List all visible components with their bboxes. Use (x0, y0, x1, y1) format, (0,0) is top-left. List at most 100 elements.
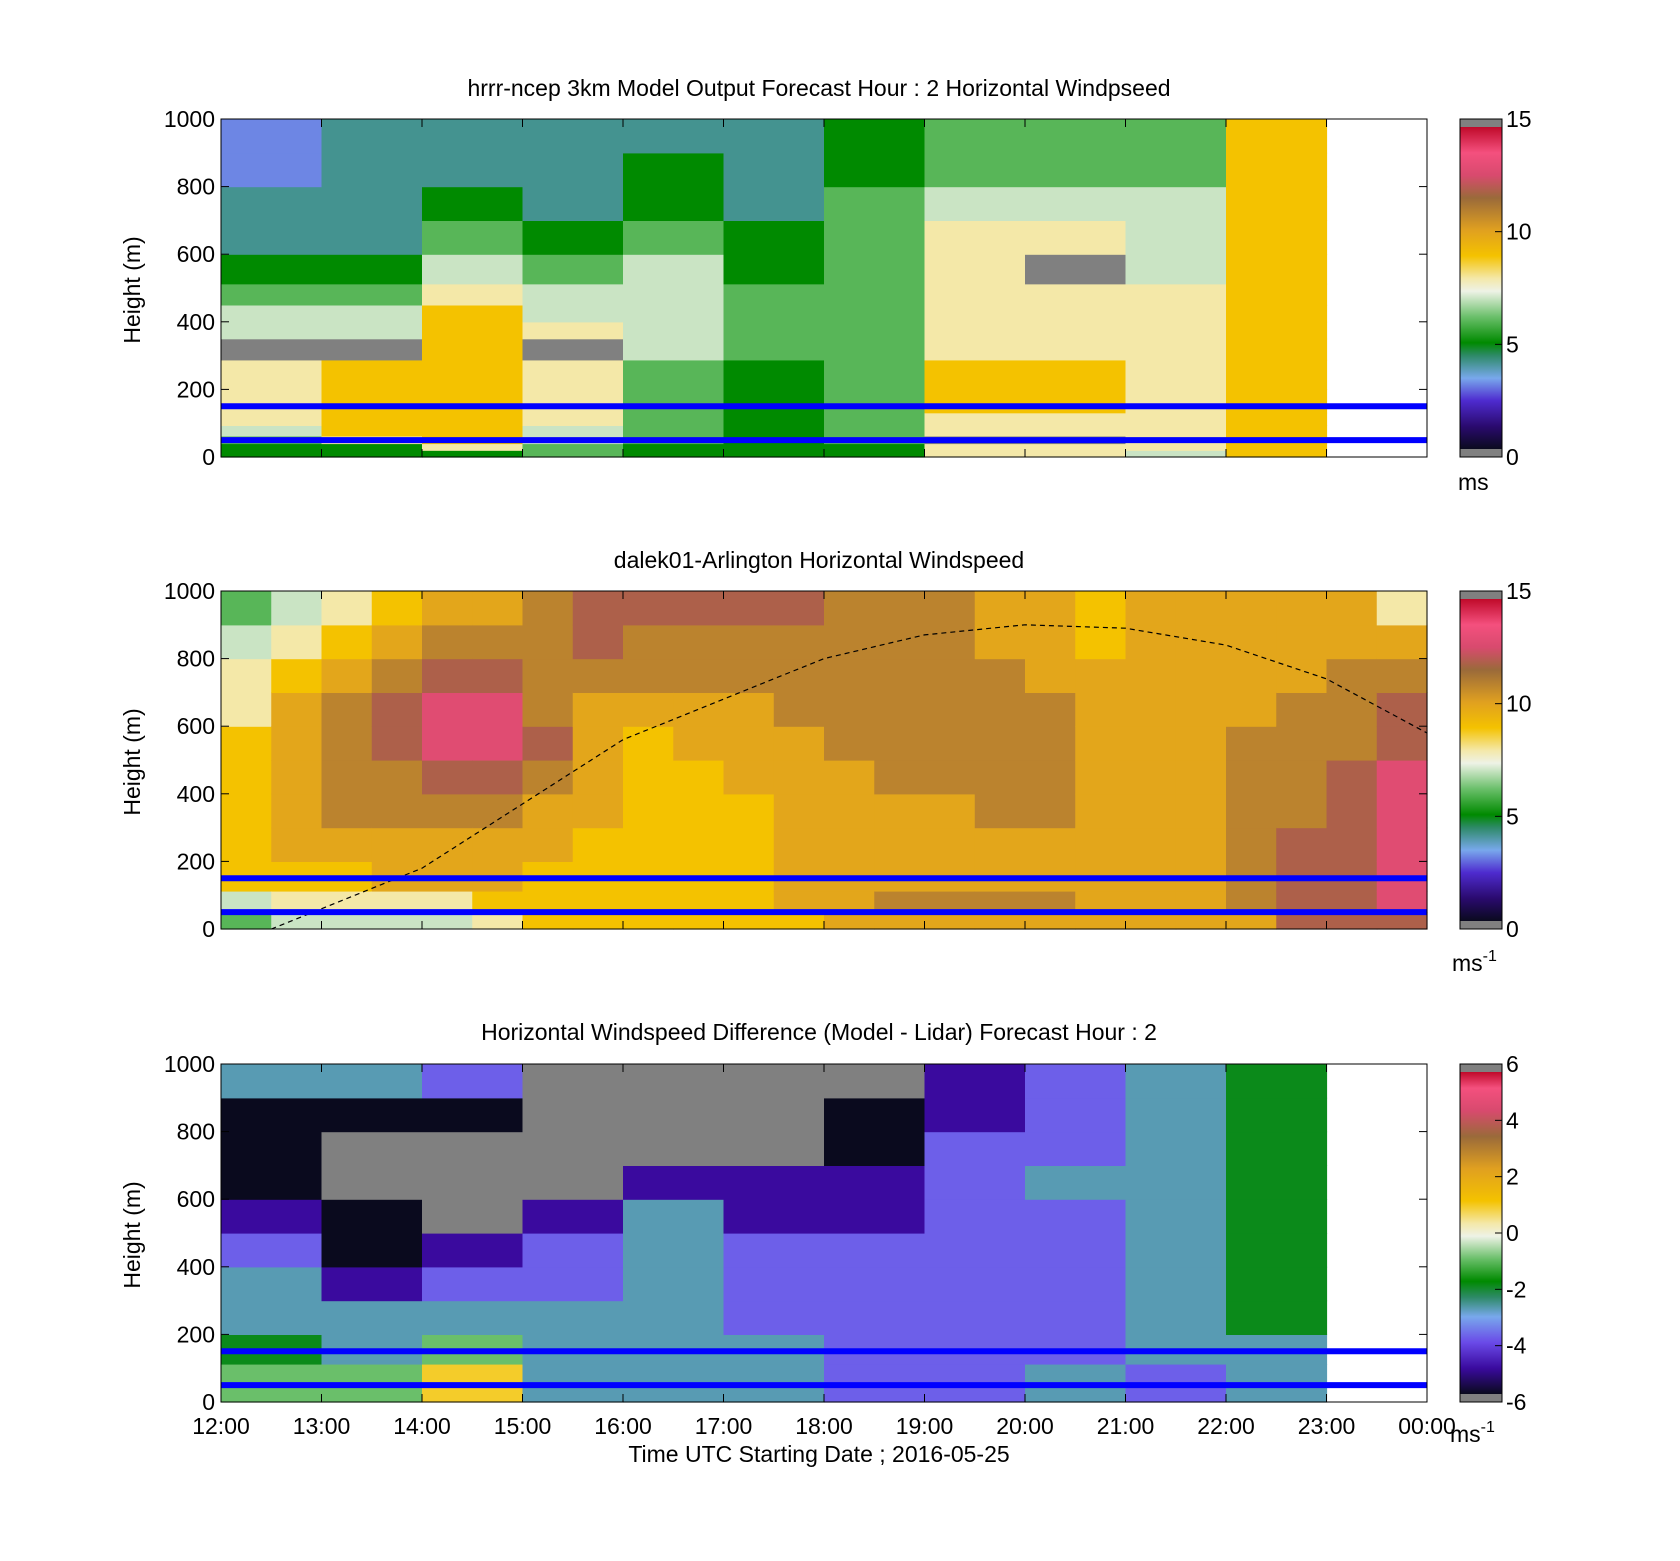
heatmap-cell (623, 412, 725, 426)
heatmap-cell (1175, 726, 1227, 761)
heatmap-cell (221, 1165, 323, 1200)
heatmap-cell (824, 119, 926, 154)
heatmap-cell (221, 760, 272, 795)
heatmap-cell (1025, 726, 1076, 761)
heatmap-cell (522, 389, 624, 414)
heatmap-cell (321, 760, 373, 795)
heatmap-cell (1025, 119, 1127, 154)
heatmap-cell (1226, 304, 1328, 323)
heatmap-cell (321, 692, 373, 727)
heatmap-cell (221, 827, 272, 862)
heatmap-cell (371, 658, 423, 693)
heatmap-cell (371, 591, 423, 626)
heatmap-cell (723, 425, 825, 437)
heatmap-cell (1276, 624, 1328, 660)
heatmap-cell (221, 658, 272, 693)
heatmap-cell (1125, 1300, 1227, 1335)
heatmap-cell (623, 254, 725, 285)
heatmap-cell (522, 726, 574, 761)
heatmap-cell (924, 726, 976, 761)
heatmap-cell (874, 658, 926, 693)
heatmap-cell (572, 591, 624, 626)
colorbar-unit-lidar-base: ms (1452, 950, 1483, 976)
heatmap-cell (1125, 220, 1227, 255)
heatmap-cell (824, 793, 875, 829)
heatmap-cell (924, 425, 1026, 437)
heatmap-cell (472, 827, 524, 862)
heatmap-cell (1125, 304, 1227, 323)
heatmap-cell (522, 254, 624, 285)
heatmap-cell (221, 692, 272, 727)
heatmap-cell (321, 890, 373, 913)
heatmap-cell (422, 1064, 524, 1099)
heatmap-cell (824, 760, 875, 795)
heatmap-cell (422, 624, 473, 660)
heatmap-cell (1376, 793, 1428, 829)
heatmap-cell (321, 827, 373, 862)
heatmap-cell (522, 890, 574, 913)
heatmap-cell (522, 793, 574, 829)
heatmap-cell (321, 359, 423, 390)
colorbar-tick-label: 6 (1506, 1051, 1519, 1077)
heatmap-cell (924, 692, 976, 727)
heatmap-cell (522, 220, 624, 255)
colorbar-unit-model: ms (1458, 469, 1489, 495)
heatmap-cell (1025, 283, 1127, 306)
heatmap-cell (1025, 152, 1127, 188)
heatmap-cell (1226, 254, 1328, 285)
y-axis-label-diff: Height (m) (119, 1181, 145, 1288)
heatmap-cell (321, 443, 423, 451)
heatmap-cell (422, 283, 524, 306)
heatmap-cell (824, 186, 926, 221)
colorbar-tick-label: 0 (1506, 1220, 1519, 1246)
x-tick-label: 23:00 (1298, 1413, 1356, 1439)
heatmap-cell (522, 658, 574, 693)
heatmap-cell (321, 220, 423, 255)
heatmap-cell (1025, 359, 1127, 390)
heatmap-cell (874, 726, 926, 761)
heatmap-cell (221, 1385, 323, 1403)
heatmap-cell (723, 760, 775, 795)
heatmap-cell (1326, 658, 1378, 693)
colorbar-overflow-cap (1460, 119, 1502, 127)
x-tick-label: 00:00 (1398, 1413, 1456, 1439)
heatmap-cell (321, 1385, 423, 1403)
y-tick-label: 200 (177, 1321, 215, 1347)
heatmap-cell (1175, 827, 1227, 862)
heatmap-cell (924, 220, 1026, 255)
heatmap-cell (1025, 304, 1127, 323)
heatmap-cell (472, 658, 524, 693)
heatmap-cell (1125, 152, 1227, 188)
colorbar-overflow-cap (1460, 591, 1502, 599)
heatmap-cell (221, 412, 323, 426)
x-tick-label: 14:00 (393, 1413, 451, 1439)
heatmap-cell (371, 912, 423, 930)
heatmap-cell (572, 692, 624, 727)
heatmap-cell (1326, 624, 1378, 660)
heatmap-cell (723, 389, 825, 414)
heatmap-cell (623, 1199, 725, 1234)
heatmap-cell (824, 412, 926, 426)
y-axis-label-model: Height (m) (119, 236, 145, 343)
heatmap-cell (422, 1385, 524, 1403)
heatmap-cell (1125, 425, 1227, 437)
heatmap-cell (422, 912, 473, 930)
heatmap-cell (572, 624, 624, 660)
heatmap-cell (321, 591, 373, 626)
heatmap-cell (773, 591, 825, 626)
heatmap-cell (522, 152, 624, 188)
heatmap-cell (1226, 1165, 1328, 1200)
heatmap-cell (221, 304, 323, 323)
heatmap-cell (824, 591, 875, 626)
heatmap-cell (623, 1233, 725, 1268)
heatmap-cell (1125, 338, 1227, 361)
heatmap-cell (1025, 186, 1127, 221)
heatmap-cell (371, 624, 423, 660)
x-tick-label: 19:00 (896, 1413, 954, 1439)
heatmap-cell (1276, 912, 1328, 930)
heatmap-cell (221, 1233, 323, 1268)
heatmap-cell (673, 760, 725, 795)
heatmap-cell (422, 450, 524, 458)
heatmap-cell (371, 827, 423, 862)
heatmap-cell (824, 1385, 926, 1403)
